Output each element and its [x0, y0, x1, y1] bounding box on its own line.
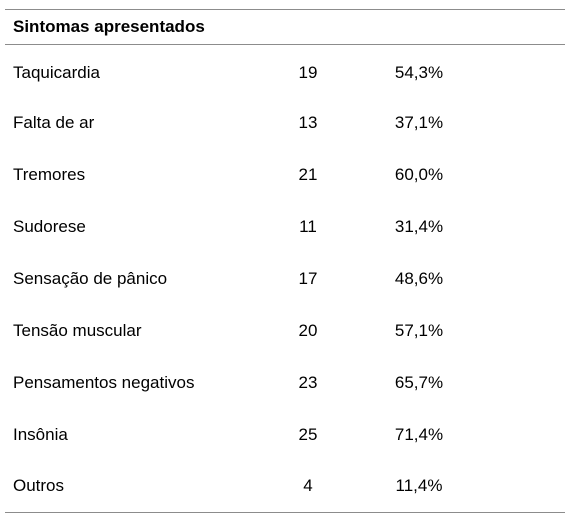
- symptom-cell: Tremores: [13, 164, 86, 184]
- table-row: Pensamentos negativos 23 65,7%: [5, 357, 565, 409]
- percent-cell: 31,4%: [394, 216, 444, 236]
- count-cell: 13: [298, 112, 318, 132]
- percent-cell: 65,7%: [394, 372, 444, 392]
- percent-cell: 37,1%: [394, 112, 444, 132]
- symptoms-table-container: Sintomas apresentados Taquicardia 19 54,…: [5, 9, 565, 513]
- table-row: Tensão muscular 20 57,1%: [5, 305, 565, 357]
- symptom-cell: Taquicardia: [13, 62, 100, 82]
- symptom-cell: Sensação de pânico: [13, 268, 168, 288]
- count-cell: 21: [298, 164, 318, 184]
- percent-cell: 11,4%: [395, 476, 443, 496]
- symptom-cell: Sudorese: [13, 216, 86, 236]
- symptoms-table: Sintomas apresentados Taquicardia 19 54,…: [5, 9, 565, 513]
- table-row: Taquicardia 19 54,3%: [5, 45, 565, 97]
- symptom-cell: Pensamentos negativos: [13, 372, 195, 392]
- percent-cell: 71,4%: [394, 424, 444, 444]
- count-cell: 23: [298, 372, 318, 392]
- table-row: Sudorese 11 31,4%: [5, 201, 565, 253]
- count-cell: 19: [298, 62, 318, 82]
- table-header-row: Sintomas apresentados: [5, 9, 565, 45]
- symptom-cell: Tensão muscular: [13, 320, 142, 340]
- table-row: Sensação de pânico 17 48,6%: [5, 253, 565, 305]
- count-cell: 4: [303, 476, 313, 496]
- symptom-cell: Outros: [13, 476, 65, 496]
- table-header-title: Sintomas apresentados: [5, 9, 565, 45]
- symptom-cell: Insônia: [13, 424, 68, 444]
- table-row: Tremores 21 60,0%: [5, 149, 565, 201]
- percent-cell: 54,3%: [394, 62, 444, 82]
- symptom-cell: Falta de ar: [13, 112, 95, 132]
- table-row: Outros 4 11,4%: [5, 461, 565, 513]
- percent-cell: 57,1%: [394, 320, 444, 340]
- percent-cell: 60,0%: [394, 164, 444, 184]
- count-cell: 20: [298, 320, 318, 340]
- count-cell: 17: [298, 268, 318, 288]
- percent-cell: 48,6%: [394, 268, 444, 288]
- table-row: Falta de ar 13 37,1%: [5, 97, 565, 149]
- count-cell: 11: [299, 216, 317, 236]
- table-row: Insônia 25 71,4%: [5, 409, 565, 461]
- count-cell: 25: [298, 424, 318, 444]
